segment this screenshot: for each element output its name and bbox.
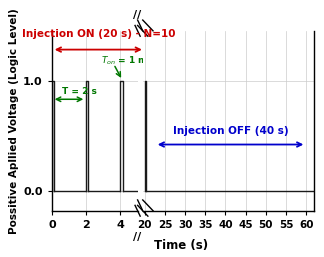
Text: //: // (133, 10, 142, 20)
Text: T = 2 s: T = 2 s (62, 87, 97, 96)
Text: $T_{on}$ = 1 ms: $T_{on}$ = 1 ms (101, 55, 154, 67)
Y-axis label: Possitive Apllied Voltage (Logic Level): Possitive Apllied Voltage (Logic Level) (9, 8, 19, 234)
Text: Time (s): Time (s) (154, 239, 209, 252)
Text: //: // (133, 232, 142, 242)
Text: Injection ON (20 s) - N=10: Injection ON (20 s) - N=10 (22, 29, 175, 39)
Text: Injection OFF (40 s): Injection OFF (40 s) (173, 125, 288, 135)
